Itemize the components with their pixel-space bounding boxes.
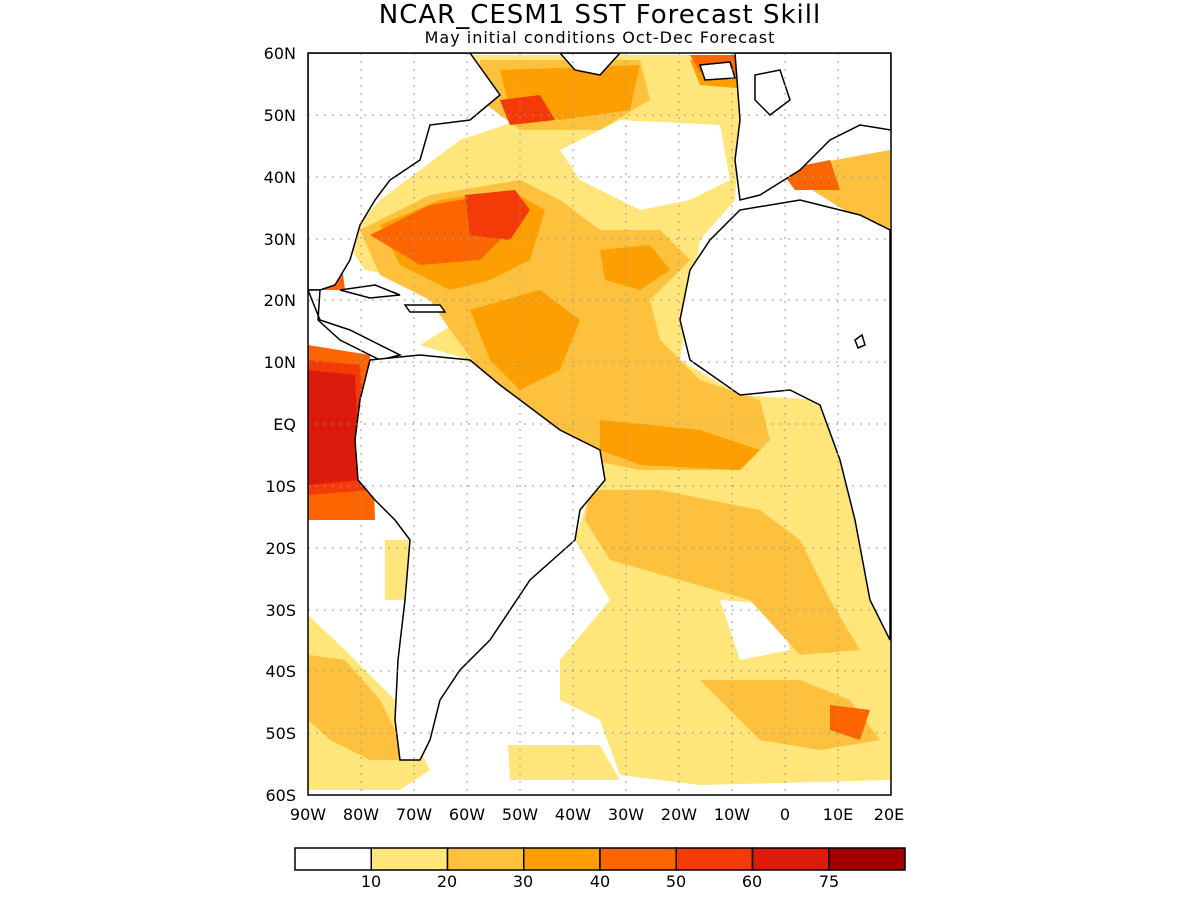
cuba xyxy=(339,284,401,299)
colorbar-label: 20 xyxy=(437,872,457,891)
colorbar-label: 30 xyxy=(513,872,533,891)
lat-label: 20N xyxy=(264,291,296,310)
skill-30-40-b xyxy=(470,290,580,390)
skill-10-20-chile xyxy=(385,540,410,600)
skill-low-hole xyxy=(560,120,730,210)
lon-label: 60W xyxy=(449,805,485,824)
skill-30-40-c xyxy=(600,420,760,470)
lon-label: 10W xyxy=(714,805,750,824)
lon-labels: 90W 80W 70W 60W 50W 40W 30W 20W 10W 0 10… xyxy=(290,805,904,824)
lon-label: 70W xyxy=(396,805,432,824)
lon-label: 20W xyxy=(661,805,697,824)
lat-label: 40N xyxy=(264,168,296,187)
lon-label: 40W xyxy=(555,805,591,824)
skill-50-60 xyxy=(465,190,530,240)
iceland xyxy=(698,61,736,81)
colorbar-bin xyxy=(446,847,525,871)
colorbar-bin xyxy=(523,847,601,871)
hispaniola xyxy=(403,304,447,313)
south-america xyxy=(354,354,606,761)
british-isles xyxy=(754,69,791,116)
skill-shading xyxy=(308,55,890,790)
lon-label: 90W xyxy=(290,805,326,824)
lat-label: 30S xyxy=(265,601,296,620)
skill-60-75 xyxy=(308,370,360,485)
colorbar-label: 10 xyxy=(361,872,381,891)
cape-verde xyxy=(854,333,866,349)
colorbar-bin xyxy=(828,847,906,871)
map-subtitle: May initial conditions Oct-Dec Forecast xyxy=(424,28,776,47)
lat-label: 40S xyxy=(265,662,296,681)
skill-30-40-d xyxy=(600,245,670,290)
skill-20-30-southeast xyxy=(700,680,880,750)
greenland xyxy=(558,53,622,76)
lon-label: 20E xyxy=(874,805,904,824)
colorbar-label: 40 xyxy=(590,872,610,891)
plot-frame xyxy=(307,52,892,796)
graticule xyxy=(308,53,891,795)
colorbar xyxy=(294,847,906,871)
north-america xyxy=(308,53,502,291)
colorbar-label: 60 xyxy=(742,872,762,891)
lon-label: 80W xyxy=(343,805,379,824)
skill-10-20-south xyxy=(508,745,620,780)
lon-label: 50W xyxy=(502,805,538,824)
colorbar-label: 75 xyxy=(819,872,839,891)
lat-labels: 60N 50N 40N 30N 20N 10N EQ 10S 20S 30S 4… xyxy=(264,44,296,805)
colorbar-bin xyxy=(294,847,372,871)
lat-label: EQ xyxy=(273,415,296,434)
colorbar-labels: 10 20 30 40 50 60 75 xyxy=(361,872,839,891)
skill-20-30-pacific xyxy=(308,655,410,760)
map-title: NCAR_CESM1 SST Forecast Skill xyxy=(378,0,822,30)
colorbar-label: 50 xyxy=(666,872,686,891)
lon-label: 0 xyxy=(780,805,790,824)
lat-label: 50S xyxy=(265,724,296,743)
lat-label: 20S xyxy=(265,539,296,558)
lat-label: 60S xyxy=(265,786,296,805)
skill-20-30-south xyxy=(585,490,860,655)
lat-label: 10S xyxy=(265,477,296,496)
lat-label: 10N xyxy=(264,353,296,372)
lon-label: 30W xyxy=(608,805,644,824)
colorbar-bin xyxy=(675,847,754,871)
skill-50-60-north xyxy=(500,95,555,125)
skill-40-50-se xyxy=(830,705,870,740)
colorbar-bin xyxy=(751,847,830,871)
colorbar-bin xyxy=(370,847,449,871)
lat-label: 30N xyxy=(264,230,296,249)
lat-label: 50N xyxy=(264,106,296,125)
lon-label: 10E xyxy=(823,805,853,824)
colorbar-bin xyxy=(599,847,677,871)
lat-label: 60N xyxy=(264,44,296,63)
